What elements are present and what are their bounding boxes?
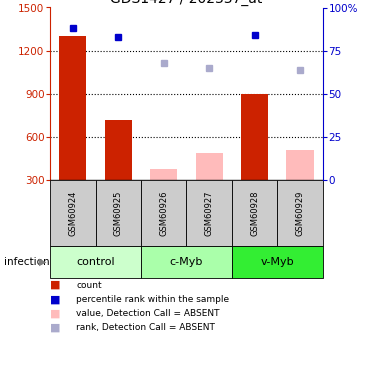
Text: percentile rank within the sample: percentile rank within the sample [76, 295, 229, 304]
Text: infection: infection [4, 256, 49, 267]
Text: GSM60927: GSM60927 [205, 190, 214, 236]
Text: value, Detection Call = ABSENT: value, Detection Call = ABSENT [76, 309, 220, 318]
Bar [232, 180, 278, 246]
Title: GDS1427 / 202337_at: GDS1427 / 202337_at [110, 0, 263, 6]
Bar [187, 180, 232, 246]
Text: count: count [76, 280, 102, 290]
Bar [50, 246, 141, 278]
Bar [286, 150, 314, 180]
Text: GSM60925: GSM60925 [114, 190, 123, 236]
Text: control: control [76, 256, 115, 267]
Text: ■: ■ [50, 309, 60, 318]
Bar [105, 120, 132, 180]
Bar [241, 94, 268, 180]
Bar [141, 180, 187, 246]
Bar [50, 180, 96, 246]
Text: GSM60924: GSM60924 [68, 190, 77, 236]
Bar [59, 36, 86, 180]
Text: rank, Detection Call = ABSENT: rank, Detection Call = ABSENT [76, 323, 215, 332]
Bar [150, 168, 177, 180]
Text: GSM60929: GSM60929 [296, 190, 305, 236]
Bar [278, 180, 323, 246]
Bar [232, 246, 323, 278]
Text: GSM60928: GSM60928 [250, 190, 259, 236]
Text: ■: ■ [50, 323, 60, 333]
Text: v-Myb: v-Myb [260, 256, 294, 267]
Bar [96, 180, 141, 246]
Bar [196, 153, 223, 180]
Text: GSM60926: GSM60926 [159, 190, 168, 236]
Text: ■: ■ [50, 280, 60, 290]
Text: ▶: ▶ [39, 256, 46, 267]
Bar [141, 246, 232, 278]
Text: c-Myb: c-Myb [170, 256, 203, 267]
Text: ■: ■ [50, 294, 60, 304]
